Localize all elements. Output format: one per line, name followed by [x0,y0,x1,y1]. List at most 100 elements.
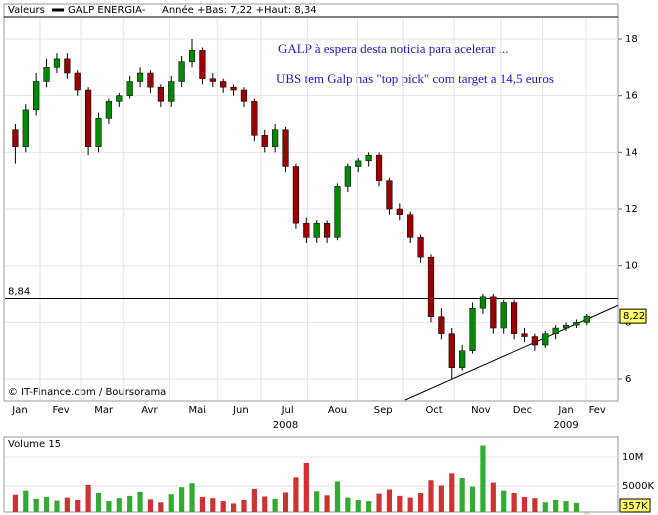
volume-bar [490,482,496,512]
volume-bar [262,496,268,512]
x-tick-label: Jun [232,405,249,416]
volume-bar [355,499,361,512]
candle-body [74,72,81,91]
annotation: GALP à espera desta noticia para acelera… [278,41,509,56]
volume-bar [23,490,29,512]
volume-bar [553,499,559,512]
volume-bar [542,502,548,512]
volume-bar [345,497,351,512]
volume-bar [459,477,465,512]
candle-body [386,180,393,210]
candle-body [12,129,19,147]
candle-body [272,129,279,147]
candle-body [344,166,351,187]
volume-bar [449,473,455,512]
volume-tick-label: 10M [622,452,643,463]
volume-bar [147,499,154,512]
candle-body [126,81,133,96]
volume-bar [376,493,382,512]
candle-body [209,78,216,82]
stats: Année +Bas: 7,22 +Haut: 8,34 [162,4,317,16]
candle-body [33,81,40,111]
y-tick-label: 14 [625,147,638,158]
candle-body [261,135,268,147]
volume-bar [75,499,81,512]
candle-body [188,50,196,62]
x-tick-label: Mai [188,405,206,416]
x-tick-label: Sep [374,405,393,416]
candle-body [157,86,164,102]
candle-body [542,333,549,346]
x-tick-label: Jul [281,405,294,416]
candle-body [417,237,424,258]
price-panel [3,3,619,402]
volume-bar [501,490,507,512]
volume-bar [33,498,39,512]
volume-bar [428,480,434,512]
volume-bar [106,501,112,512]
candle-body [552,327,559,334]
candle-body [251,101,258,136]
volume-last-box [619,498,651,513]
candle-body [562,324,570,329]
year-label: 2009 [553,420,578,431]
volume-bar [189,483,195,512]
candle-body [313,222,320,238]
candle-body [375,154,383,181]
volume-bar [251,488,257,512]
candle-body [396,208,403,215]
x-tick-label: Jan [557,405,573,416]
candle-body [22,109,29,147]
volume-bar [511,493,517,512]
x-tick-label: Fev [52,405,69,416]
volume-bar [438,485,444,512]
volume-bar [480,445,486,512]
volume-bar [220,501,226,512]
candle-body [334,186,341,238]
trend-line [404,304,619,401]
candle-body [365,154,372,162]
volume-bar [573,502,580,512]
candle-body [448,333,455,368]
volume-bar [179,487,185,512]
candle-body [469,307,476,351]
legend-label: Valeurs [8,5,45,16]
candle-body [573,322,580,326]
volume-bar [293,477,299,512]
credit: © IT-Finance.com / Boursorama [8,387,166,398]
volume-tick-label: 5000K [622,481,654,492]
volume-bar [230,503,237,512]
candle-body [323,222,331,238]
x-tick-label: Fev [589,405,606,416]
candle-body [147,72,154,88]
volume-bar [521,497,528,512]
x-tick-label: Jan [11,405,27,416]
volume-bar [417,493,424,512]
candle-body [116,95,123,102]
volume-bar [397,495,403,512]
volume-bar [272,498,278,512]
volume-bar [85,484,91,512]
volume-bar [64,497,70,512]
candle-body [583,315,590,323]
candle-body [500,302,507,329]
candle-body [53,58,61,68]
x-tick-label: Dec [513,405,532,416]
volume-bar [168,494,174,512]
volume-bar [282,492,289,512]
volume-bar [54,500,60,512]
candle-body [459,350,466,368]
series-name: GALP ENERGIA- [68,5,146,16]
y-tick-label: 12 [625,204,638,215]
candle-body [292,166,300,224]
annotation: UBS tem Galp nas "top pick" com target a… [276,71,554,86]
volume-bar [158,502,164,512]
candle-body [199,50,206,79]
x-tick-label: Oct [425,405,442,416]
x-tick-label: Avr [141,405,158,416]
y-tick-label: 16 [625,91,638,102]
candle-body [438,316,445,334]
year-label: 2008 [273,420,298,431]
candle-body [168,81,175,102]
